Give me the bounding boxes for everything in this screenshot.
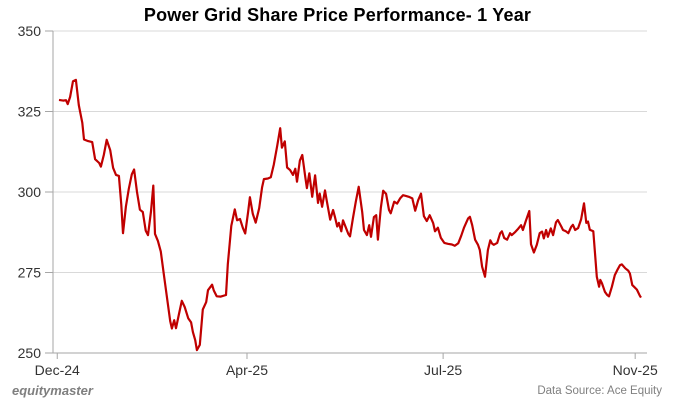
x-tick-label: Apr-25 (226, 362, 268, 378)
price-line (58, 78, 642, 352)
y-tick-label: 300 (18, 184, 42, 200)
y-tick-label: 325 (18, 104, 42, 120)
data-source-credit: Data Source: Ace Equity (537, 385, 662, 397)
chart-title: Power Grid Share Price Performance- 1 Ye… (143, 5, 532, 25)
y-tick-label: 350 (18, 23, 42, 39)
x-tick-label: Jul-25 (424, 362, 462, 378)
y-tick-label: 275 (18, 265, 42, 281)
brand-logo-equitymaster: equitymaster (12, 383, 93, 398)
x-tick-label: Nov-25 (613, 362, 658, 378)
x-tick-label: Dec-24 (35, 362, 80, 378)
y-tick-label: 250 (18, 345, 42, 361)
